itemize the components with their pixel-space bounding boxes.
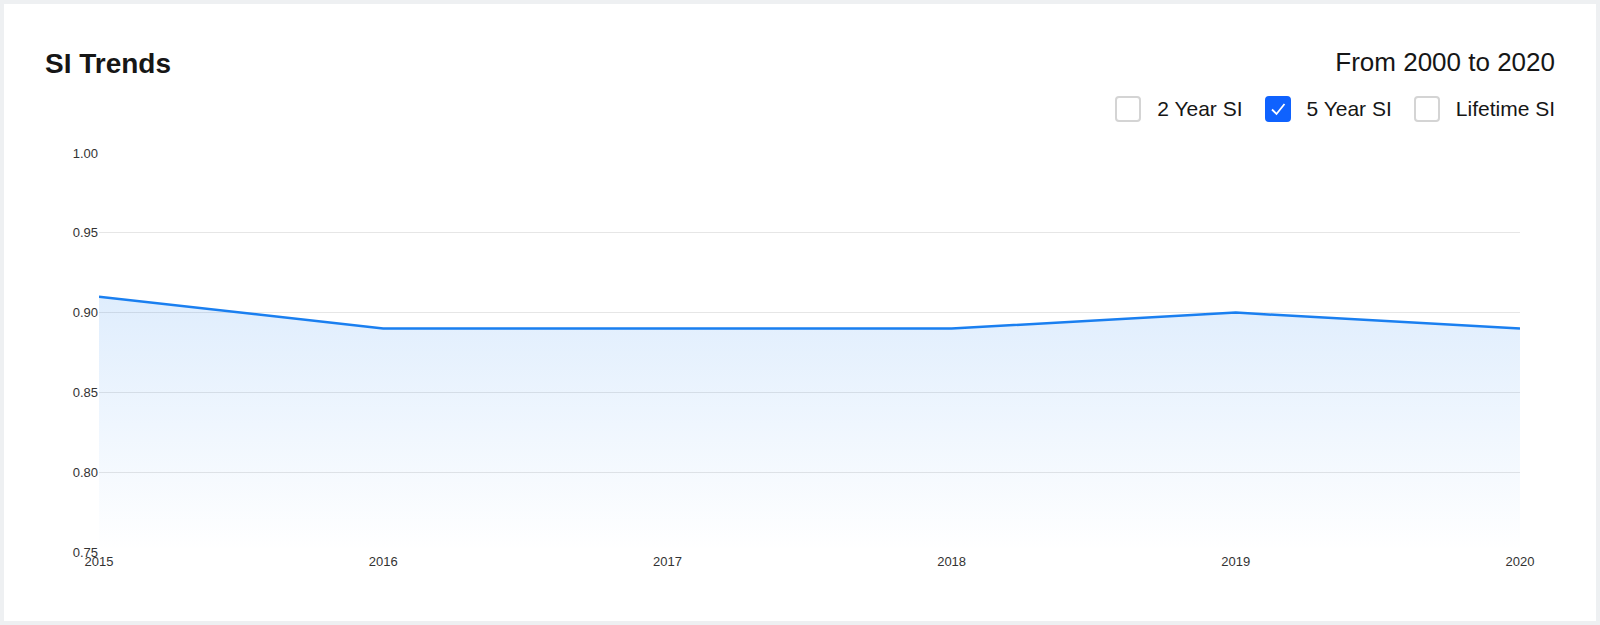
html-text:Lifetime SI: Lifetime SI [1455, 97, 1555, 120]
svg-text:0.75: 0.75 [73, 545, 98, 560]
html-text:5 Year SI: 5 Year SI [1306, 97, 1392, 120]
html-text:2 Year SI: 2 Year SI [1157, 97, 1243, 120]
svg-text:2020: 2020 [1506, 554, 1535, 569]
svg-text:0.90: 0.90 [73, 305, 98, 320]
svg-text:0.80: 0.80 [73, 465, 98, 480]
svg-text:2015: 2015 [85, 554, 114, 569]
svg-text:0.95: 0.95 [73, 225, 98, 240]
svg-text:0.85: 0.85 [73, 385, 98, 400]
svg-text:2018: 2018 [937, 554, 966, 569]
svg-text:2019: 2019 [1221, 554, 1250, 569]
svg-text:2016: 2016 [369, 554, 398, 569]
html-text:SI Trends: SI Trends [45, 48, 171, 79]
html-text:From 2000 to 2020: From 2000 to 2020 [1335, 47, 1555, 77]
svg-text:1.00: 1.00 [73, 146, 98, 161]
svg-text:2017: 2017 [653, 554, 682, 569]
